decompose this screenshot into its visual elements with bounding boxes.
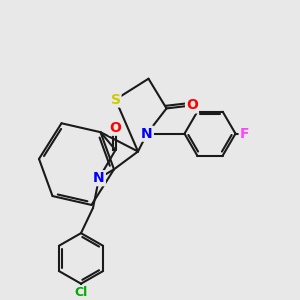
Text: O: O bbox=[186, 98, 198, 112]
Text: S: S bbox=[110, 92, 121, 106]
Text: N: N bbox=[141, 127, 153, 141]
Text: N: N bbox=[93, 171, 105, 185]
Text: Cl: Cl bbox=[74, 286, 88, 299]
Text: O: O bbox=[110, 121, 122, 135]
Text: F: F bbox=[240, 127, 249, 141]
